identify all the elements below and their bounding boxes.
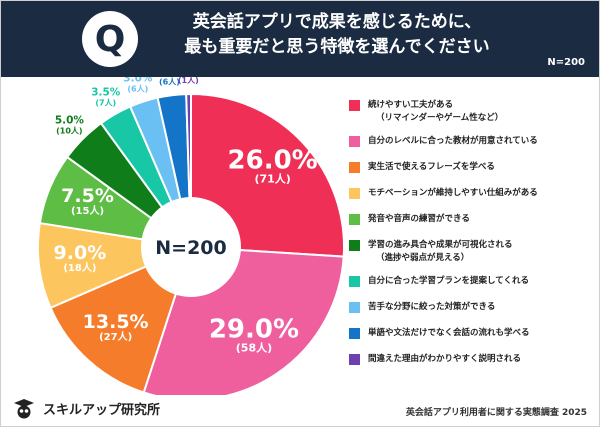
legend-swatch	[349, 302, 360, 313]
legend-label: 学習の進み具合や成果が可視化される （進捗や弱点が見える）	[368, 239, 513, 265]
donut-chart: N=200 26.0%(71人) 29.0%(58人) 13.5%(27人) 9.0%…	[37, 77, 345, 395]
slice-6-percent-label: 5.0%	[55, 114, 85, 126]
legend-label-main: 続けやすい工夫がある	[368, 100, 454, 110]
legend-item-1: 続けやすい工夫がある （リマインダーやゲーム性など）	[349, 99, 594, 135]
legend-label: 苦手な分野に絞った対策ができる	[368, 301, 495, 314]
legend-item-3: 実生活で使えるフレーズを学べる	[349, 161, 594, 187]
legend-label: 発音や音声の練習ができる	[368, 213, 470, 226]
center-label: N=200	[155, 237, 226, 259]
slice-5-percent-label: 7.5%	[61, 185, 114, 207]
title-line-2: 最も重要だと思う特徴を選んでください	[184, 37, 490, 57]
legend-label: 自分のレベルに合った教材が用意されている	[368, 135, 538, 148]
legend-item-9: 単語や文法だけでなく会話の流れも学べる	[349, 327, 594, 353]
owl-icon	[14, 399, 34, 419]
source-note: 英会話アプリ利用者に関する実態調査 2025	[405, 408, 587, 418]
q-letter: Q	[95, 19, 126, 60]
slice-7-count-label: (7人)	[95, 98, 116, 108]
legend-label-sub: （リマインダーやゲーム性など）	[376, 113, 504, 123]
legend-label: 実生活で使えるフレーズを学べる	[368, 161, 495, 174]
slice-1-percent-label: 26.0%	[228, 145, 318, 175]
slice-3-percent-label: 13.5%	[83, 311, 149, 333]
legend-item-8: 苦手な分野に絞った対策ができる	[349, 301, 594, 327]
slice-2-count-label: (58人)	[236, 341, 272, 355]
brand-logo: スキルアップ研究所	[11, 397, 160, 419]
slice-7-percent-label: 3.5%	[91, 87, 121, 99]
legend-label: 続けやすい工夫がある （リマインダーやゲーム性など）	[368, 99, 503, 125]
legend-item-5: 発音や音声の練習ができる	[349, 213, 594, 239]
slice-3	[49, 245, 193, 394]
slice-8-count-label: (6人)	[127, 83, 148, 93]
slice-10-count-label: (1人)	[178, 77, 199, 85]
slice-9-count-label: (6人)	[159, 77, 180, 86]
legend-label-main: 間違えた理由がわかりやすく説明される	[368, 354, 522, 364]
legend-label-sub: （進捗や弱点が見える）	[376, 253, 470, 263]
legend-swatch	[349, 276, 360, 287]
legend-swatch	[349, 188, 360, 199]
legend-label-main: 発音や音声の練習ができる	[368, 214, 470, 224]
legend-item-2: 自分のレベルに合った教材が用意されている	[349, 135, 594, 161]
donut-hole	[141, 197, 241, 297]
legend-label: 自分に合った学習プランを提案してくれる	[368, 275, 529, 288]
slice-4-count-label: (18人)	[63, 261, 96, 274]
legend-label-main: 実生活で使えるフレーズを学べる	[368, 162, 495, 172]
legend-item-4: モチベーションが維持しやすい仕組みがある	[349, 187, 594, 213]
legend-label: 単語や文法だけでなく会話の流れも学べる	[368, 327, 530, 340]
legend-label-main: 自分に合った学習プランを提案してくれる	[368, 276, 529, 286]
legend-label-main: モチベーションが維持しやすい仕組みがある	[368, 188, 538, 198]
header-band: Q 英会話アプリで成果を感じるために、 最も重要だと思う特徴を選んでください N…	[1, 1, 599, 77]
legend-swatch	[349, 354, 360, 365]
slice-1-count-label: (71人)	[254, 171, 290, 185]
legend-item-6: 学習の進み具合や成果が可視化される （進捗や弱点が見える）	[349, 239, 594, 275]
slice-6-count-label: (10人)	[56, 125, 82, 135]
legend-label-main: 学習の進み具合や成果が可視化される	[368, 240, 513, 250]
legend-label: モチベーションが維持しやすい仕組みがある	[368, 187, 538, 200]
legend-label-main: 苦手な分野に絞った対策ができる	[368, 302, 496, 312]
logo-text: スキルアップ研究所	[43, 402, 161, 418]
legend-swatch	[349, 100, 360, 111]
legend-label-main: 自分のレベルに合った教材が用意されている	[368, 136, 538, 146]
slice-3-count-label: (27人)	[99, 330, 132, 343]
legend-label-main: 単語や文法だけでなく会話の流れも学べる	[368, 328, 530, 338]
slice-2-percent-label: 29.0%	[209, 315, 299, 345]
q-icon: Q	[82, 11, 138, 67]
legend-item-10: 間違えた理由がわかりやすく説明される	[349, 353, 594, 379]
sample-size-badge: N=200	[547, 57, 585, 68]
slice-5-count-label: (15人)	[71, 204, 104, 217]
slice-4-percent-label: 9.0%	[54, 242, 107, 264]
legend-swatch	[349, 328, 360, 339]
legend-swatch	[349, 162, 360, 173]
legend-swatch	[349, 240, 360, 251]
legend-swatch	[349, 214, 360, 225]
slice-8-percent-label: 3.0%	[123, 77, 153, 84]
legend-swatch	[349, 136, 360, 147]
legend-item-7: 自分に合った学習プランを提案してくれる	[349, 275, 594, 301]
question-title: 英会話アプリで成果を感じるために、 最も重要だと思う特徴を選んでください	[157, 10, 517, 60]
legend: 続けやすい工夫がある （リマインダーやゲーム性など） 自分のレベルに合った教材が用意…	[349, 99, 594, 379]
legend-label: 間違えた理由がわかりやすく説明される	[368, 353, 521, 366]
title-line-1: 英会話アプリで成果を感じるために、	[192, 12, 482, 32]
labels-group: 26.0%(71人) 29.0%(58人) 13.5%(27人) 9.0%(18人) 7…	[54, 77, 318, 355]
